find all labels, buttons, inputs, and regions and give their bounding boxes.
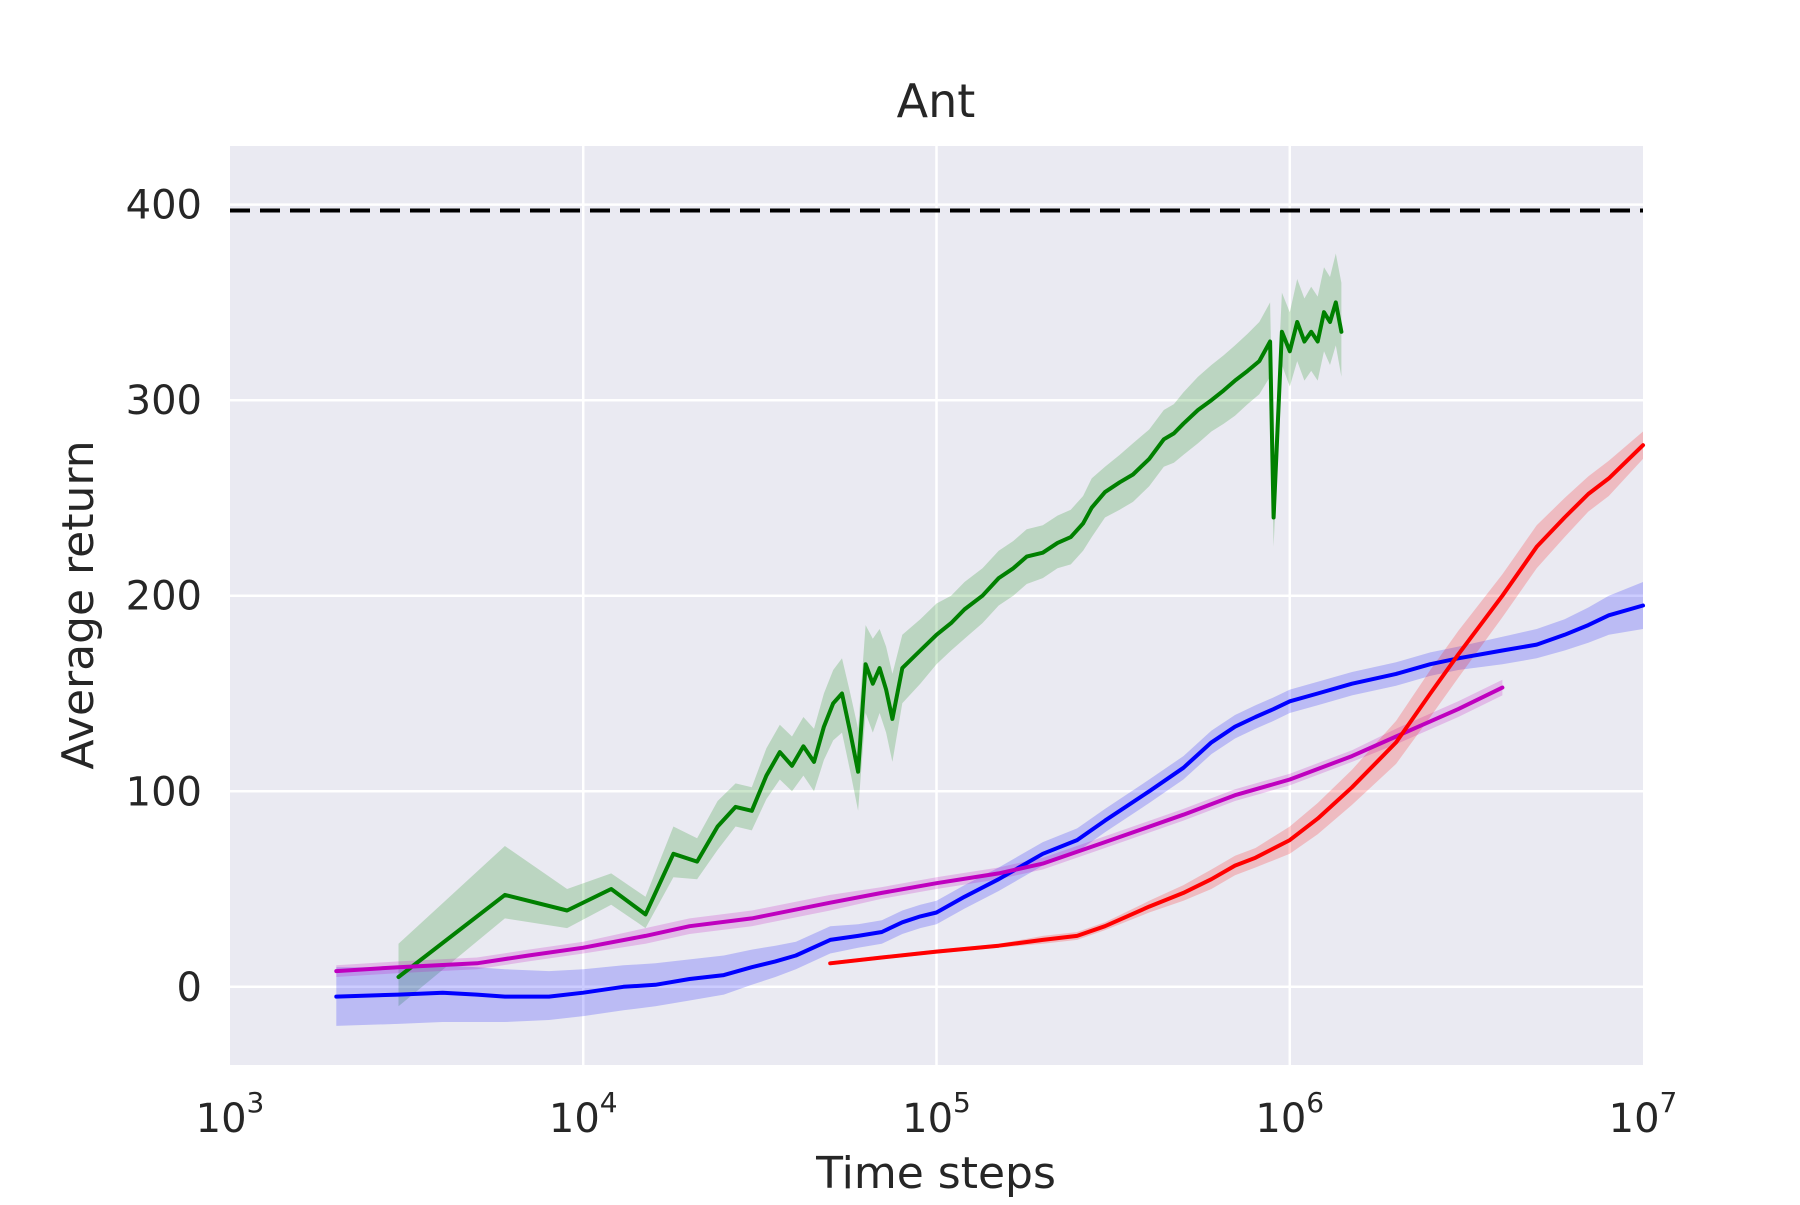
chart-title: Ant	[897, 74, 976, 128]
series-4-line	[828, 443, 1645, 966]
series-lines	[334, 300, 1645, 999]
series-2-line	[334, 603, 1645, 999]
x-tick-label: 103	[196, 1086, 265, 1142]
y-tick-label: 0	[177, 965, 202, 1011]
series-4-band	[830, 431, 1643, 966]
series-3-line	[334, 685, 1505, 974]
grid-lines	[230, 146, 1643, 1065]
x-axis-label: Time steps	[815, 1148, 1056, 1199]
x-tick-label: 104	[549, 1086, 618, 1142]
y-tick-label: 100	[126, 769, 202, 815]
x-tick-label: 107	[1609, 1086, 1678, 1142]
y-tick-label: 300	[126, 378, 202, 424]
tick-labels: 103 104 105 106 107 0 100 200 300 400	[126, 183, 1678, 1142]
y-axis-label: Average return	[53, 440, 104, 769]
series-1-line	[396, 300, 1344, 979]
y-tick-label: 200	[126, 574, 202, 620]
x-tick-label: 105	[902, 1086, 971, 1142]
y-tick-label: 400	[126, 183, 202, 229]
x-tick-label: 106	[1255, 1086, 1324, 1142]
